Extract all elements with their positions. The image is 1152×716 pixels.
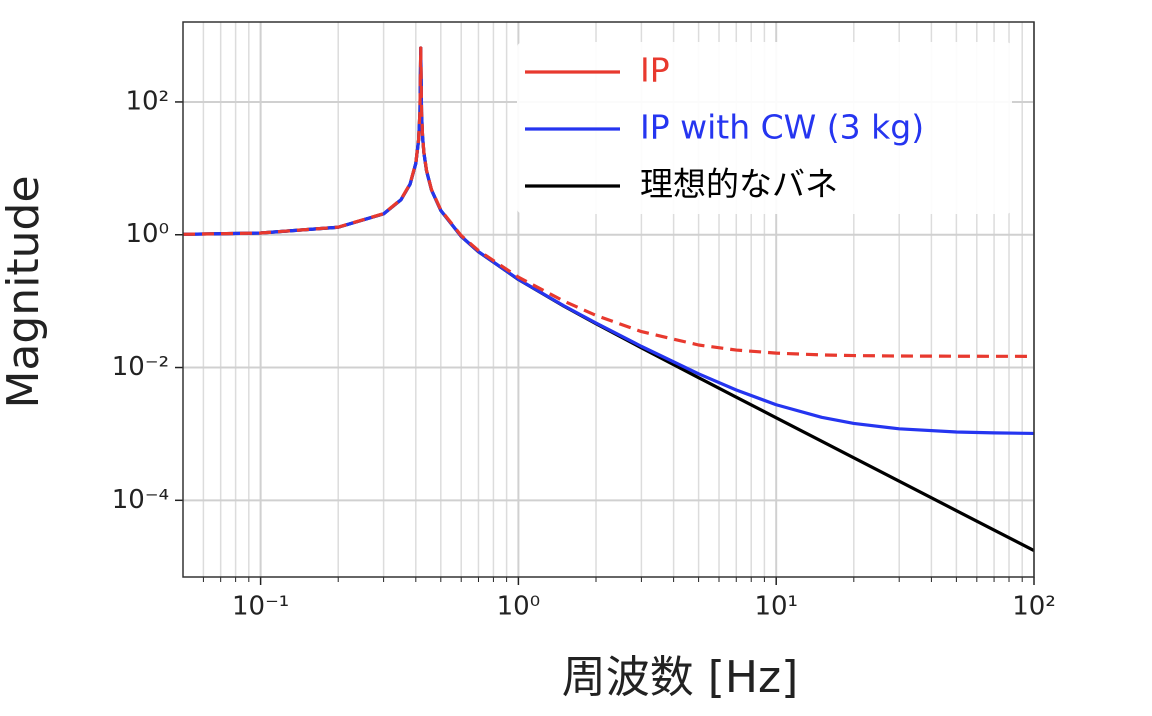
- y-tick-label: 10²: [125, 86, 169, 116]
- y-axis-label: Magnitude: [0, 175, 49, 408]
- plot-frame: [182, 21, 1035, 578]
- legend-label: 理想的なバネ: [640, 165, 838, 204]
- y-tick-label: 10⁻²: [112, 352, 169, 382]
- x-tick-label: 10⁻¹: [232, 592, 289, 622]
- y-tick-label: 10⁻⁴: [112, 485, 169, 515]
- legend-label: IP with CW (3 kg): [640, 108, 924, 147]
- x-tick-label: 10⁰: [497, 592, 541, 622]
- y-tick-label: 10⁰: [125, 219, 169, 249]
- series-line: [182, 46, 1035, 436]
- legend: IP IP with CW (3 kg) 理想的なバネ: [517, 42, 1012, 214]
- x-tick-label: 10²: [1012, 592, 1056, 622]
- legend-label: IP: [640, 51, 670, 90]
- x-tick-label: 10¹: [754, 592, 798, 622]
- legend-box: [517, 42, 1012, 214]
- x-axis-label: 周波数 [Hz]: [562, 652, 799, 703]
